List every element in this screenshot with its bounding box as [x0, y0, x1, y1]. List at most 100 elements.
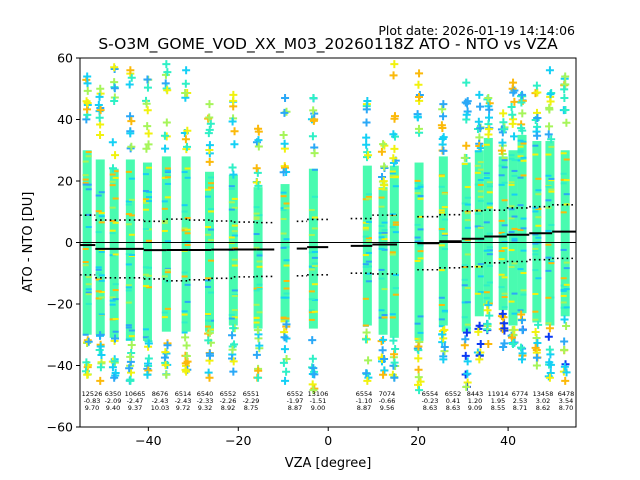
data-column	[204, 100, 215, 382]
data-point	[362, 133, 371, 142]
data-point	[389, 313, 396, 316]
data-point	[183, 142, 192, 151]
column-core	[532, 141, 542, 323]
data-column	[81, 72, 93, 379]
data-point	[563, 193, 570, 196]
data-point	[484, 125, 493, 134]
data-point	[253, 303, 260, 306]
data-point	[161, 229, 168, 232]
data-point	[162, 60, 171, 69]
column-core	[474, 150, 484, 317]
data-column	[108, 63, 120, 382]
data-point	[379, 370, 388, 379]
data-point	[389, 174, 396, 177]
data-point	[308, 298, 315, 301]
data-point	[142, 189, 149, 192]
data-point	[438, 227, 445, 230]
data-point	[517, 149, 524, 152]
data-point	[486, 202, 493, 205]
bin-std: 9.56	[380, 404, 394, 412]
data-point	[253, 246, 260, 249]
data-point	[462, 78, 471, 87]
data-point	[414, 187, 421, 190]
data-point	[142, 201, 149, 204]
data-point	[562, 368, 571, 377]
data-point	[205, 277, 212, 280]
data-point	[365, 272, 372, 275]
data-point	[563, 261, 570, 264]
data-point	[162, 349, 171, 358]
data-point	[563, 283, 570, 286]
data-point	[164, 167, 171, 170]
data-point	[309, 386, 318, 395]
data-column	[142, 75, 153, 379]
bin-count: 6774	[512, 390, 529, 398]
data-point	[477, 183, 484, 186]
data-point	[511, 262, 518, 265]
data-point	[531, 343, 540, 352]
data-point	[144, 354, 153, 363]
data-point	[231, 234, 238, 237]
data-point	[310, 370, 319, 379]
data-point	[253, 212, 260, 215]
data-point	[560, 337, 569, 346]
data-point	[204, 114, 213, 123]
data-point	[280, 320, 287, 323]
data-point	[390, 358, 399, 367]
data-point	[164, 176, 171, 179]
data-point	[205, 100, 214, 109]
bin-count: 13106	[308, 390, 329, 398]
data-point	[508, 181, 515, 184]
data-point	[308, 268, 315, 271]
data-point	[144, 339, 153, 348]
data-point	[253, 316, 260, 319]
data-point	[439, 100, 448, 109]
data-point	[362, 140, 371, 149]
data-point	[256, 283, 263, 286]
data-point	[461, 264, 468, 267]
bin-annotations: 12526-0.839.706350-2.099.4010665-2.479.3…	[82, 390, 575, 412]
data-point	[228, 185, 235, 188]
data-point	[365, 193, 372, 196]
data-point	[205, 373, 214, 382]
column-core	[461, 162, 471, 332]
data-point	[380, 355, 389, 364]
column-core	[161, 156, 171, 332]
data-point	[545, 206, 552, 209]
data-point	[228, 313, 235, 316]
data-point	[162, 370, 171, 379]
data-point	[98, 221, 105, 224]
data-point	[205, 188, 212, 191]
data-point	[464, 212, 471, 215]
column-core	[125, 159, 135, 341]
data-point	[145, 266, 152, 269]
data-point	[205, 351, 214, 360]
data-point	[535, 193, 542, 196]
data-point	[417, 244, 424, 247]
data-point	[126, 129, 135, 138]
data-point	[464, 327, 471, 330]
data-point	[532, 242, 539, 245]
data-point	[486, 264, 493, 267]
data-point	[498, 231, 505, 234]
data-point	[438, 175, 445, 178]
data-point	[500, 339, 509, 348]
data-point	[362, 228, 369, 231]
data-point	[254, 366, 263, 375]
data-point	[163, 68, 172, 77]
data-point	[208, 182, 215, 185]
data-point	[464, 226, 471, 229]
stat-lines	[80, 204, 576, 282]
bin-std: 8.63	[423, 404, 437, 412]
data-point	[532, 292, 539, 295]
bin-count: 6554	[356, 390, 373, 398]
bin-std: 8.70	[559, 404, 573, 412]
data-point	[544, 372, 553, 381]
data-point	[164, 240, 171, 243]
data-point	[441, 311, 448, 314]
bin-mean: -2.47	[127, 397, 144, 405]
data-point	[143, 106, 152, 115]
data-point	[142, 173, 149, 176]
data-point	[499, 109, 508, 118]
